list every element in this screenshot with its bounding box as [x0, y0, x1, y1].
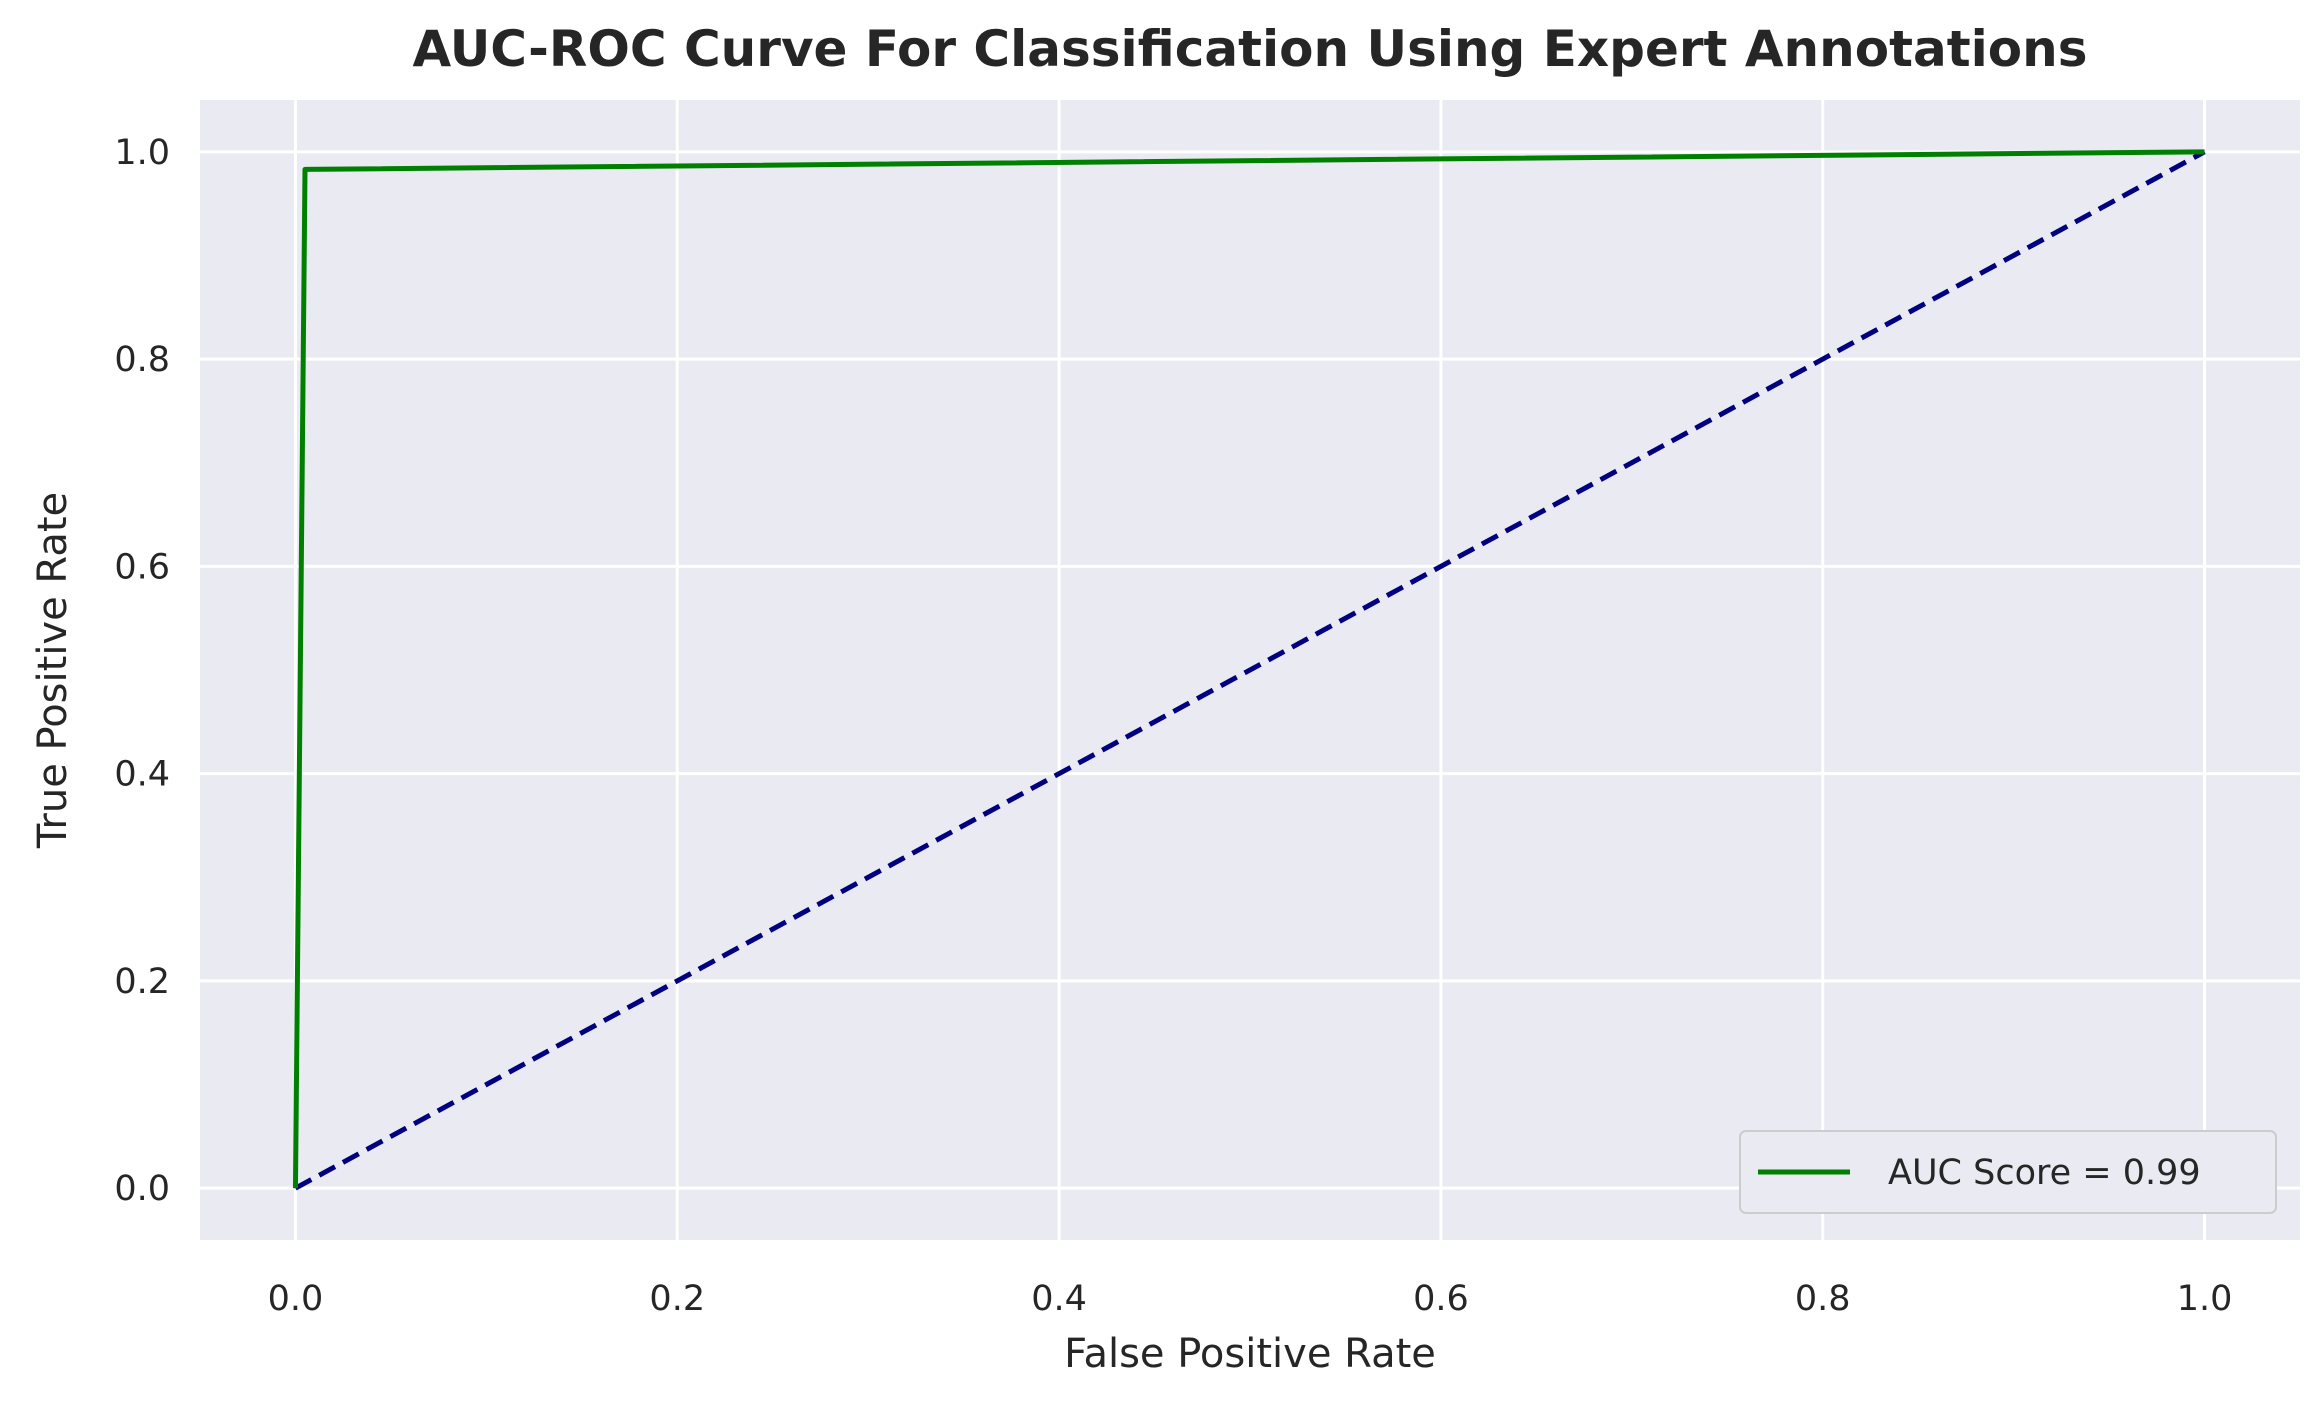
series-group — [292, 149, 2206, 1191]
x-tick-labels: 0.0 0.2 0.4 0.6 0.8 1.0 — [268, 1279, 2233, 1319]
y-tick-label: 0.8 — [114, 340, 170, 380]
chart-title: AUC-ROC Curve For Classification Using E… — [413, 20, 2088, 78]
y-tick-label: 1.0 — [114, 133, 170, 173]
y-tick-label: 0.4 — [114, 755, 170, 795]
x-tick-label: 0.4 — [1031, 1279, 1087, 1319]
legend-entry-auc: AUC Score = 0.99 — [1888, 1153, 2201, 1193]
y-tick-labels: 0.0 0.2 0.4 0.6 0.8 1.0 — [114, 133, 170, 1209]
y-axis-label: True Positive Rate — [30, 492, 76, 849]
x-axis-label: False Positive Rate — [1064, 1331, 1436, 1377]
x-tick-label: 0.2 — [649, 1279, 705, 1319]
x-tick-label: 0.0 — [268, 1279, 324, 1319]
y-tick-label: 0.0 — [114, 1169, 170, 1209]
x-tick-label: 1.0 — [2177, 1279, 2233, 1319]
y-tick-label: 0.2 — [114, 962, 170, 1002]
legend: AUC Score = 0.99 — [1739, 1130, 2277, 1214]
roc-curve-line — [292, 149, 2205, 1189]
x-tick-label: 0.6 — [1413, 1279, 1469, 1319]
reference-diagonal-line — [294, 149, 2206, 1191]
y-tick-label: 0.6 — [114, 547, 170, 587]
x-tick-label: 0.8 — [1795, 1279, 1851, 1319]
legend-box — [1739, 1130, 2277, 1214]
